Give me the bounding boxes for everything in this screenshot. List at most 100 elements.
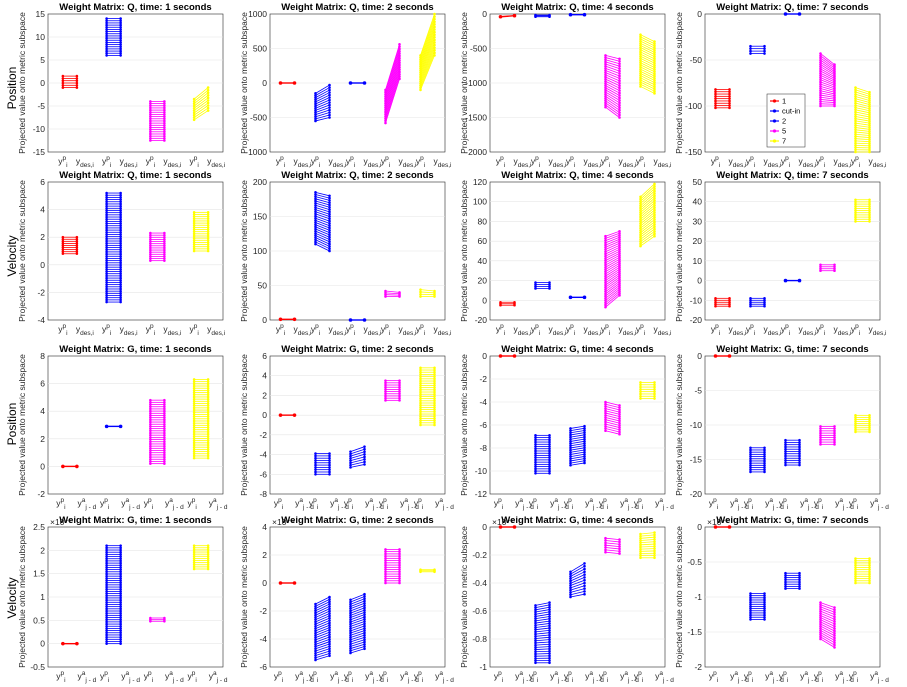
x-tick-label-pair: ypi ydes,i: [601, 323, 637, 337]
data-point: [192, 391, 196, 394]
data-point: [163, 429, 166, 433]
data-point: [583, 431, 586, 434]
data-point: [75, 244, 79, 247]
data-point: [819, 605, 822, 609]
x-tick-label: ypi: [414, 670, 423, 684]
data-point: [384, 383, 387, 387]
data-point: [728, 88, 731, 91]
data-point: [653, 55, 656, 58]
data-point: [604, 422, 607, 426]
series-group-1: [749, 297, 766, 308]
x-tick-label-pair: ypi ydes,i: [102, 155, 138, 169]
data-point: [784, 585, 787, 588]
data-point: [419, 417, 422, 420]
x-tick-label-pair: ypi ydes,i: [346, 155, 382, 169]
data-line: [855, 140, 870, 143]
data-point: [583, 457, 586, 460]
data-point: [314, 647, 317, 651]
data-point: [604, 263, 607, 267]
data-point: [819, 263, 822, 267]
data-point: [534, 648, 537, 651]
data-point: [604, 425, 607, 428]
data-point: [653, 92, 656, 95]
series-group-2: [349, 445, 366, 469]
data-point: [604, 79, 607, 83]
data-point: [398, 557, 401, 560]
data-point: [604, 54, 607, 57]
x-tick-label-pair: ypi ydes,i: [146, 155, 182, 169]
data-line: [535, 611, 550, 615]
data-point: [854, 570, 857, 574]
data-point: [714, 300, 717, 304]
data-point: [105, 287, 108, 291]
data-line: [820, 621, 835, 629]
x-tick-label: ypi: [531, 155, 540, 169]
data-point: [192, 111, 196, 115]
data-point: [292, 581, 297, 585]
data-point: [604, 550, 607, 554]
data-point: [75, 246, 79, 249]
legend-label: 2: [782, 117, 786, 126]
data-point: [653, 53, 656, 56]
data-line: [855, 129, 870, 132]
data-line: [535, 606, 550, 611]
data-point: [618, 404, 621, 407]
data-point: [328, 196, 331, 200]
data-point: [763, 459, 766, 463]
data-point: [192, 563, 196, 567]
data-point: [206, 223, 210, 227]
data-point: [119, 581, 122, 584]
x-tick-label-pair: ypi ydes,i: [531, 155, 567, 169]
data-point: [384, 388, 387, 391]
data-point: [119, 268, 122, 271]
data-point: [798, 438, 801, 442]
data-line: [855, 116, 870, 120]
data-point: [618, 270, 621, 273]
data-point: [105, 548, 108, 552]
data-line: [350, 627, 365, 634]
y-tick-label: -8: [479, 443, 487, 453]
data-point: [569, 595, 572, 599]
series-group-3: [819, 52, 836, 108]
data-point: [868, 115, 871, 119]
data-point: [328, 619, 331, 622]
data-point: [749, 47, 752, 50]
data-point: [206, 395, 210, 399]
data-point: [105, 285, 108, 289]
data-point: [419, 375, 422, 378]
data-point: [192, 404, 196, 407]
data-point: [639, 35, 642, 39]
data-point: [548, 440, 551, 444]
data-line: [385, 53, 400, 99]
data-point: [149, 126, 152, 129]
data-point: [328, 219, 331, 223]
data-point: [192, 410, 196, 414]
data-point: [314, 640, 317, 644]
data-point: [119, 239, 122, 243]
data-point: [604, 285, 607, 289]
data-point: [618, 62, 621, 66]
data-point: [639, 235, 642, 239]
data-point: [833, 429, 836, 433]
data-point: [119, 213, 122, 217]
data-point: [433, 414, 436, 418]
data-point: [833, 639, 836, 642]
data-point: [119, 34, 122, 38]
data-point: [868, 418, 871, 421]
data-point: [819, 616, 822, 619]
data-point: [119, 30, 122, 33]
data-line: [640, 58, 655, 66]
data-point: [149, 422, 152, 426]
data-point: [119, 596, 122, 600]
data-point: [149, 259, 152, 262]
data-point: [119, 585, 122, 589]
data-point: [119, 583, 122, 587]
data-line: [315, 209, 330, 215]
x-tick-label: yaj - d: [835, 670, 854, 684]
data-line: [193, 107, 209, 118]
data-point: [639, 85, 642, 88]
series-group-3: [819, 601, 836, 649]
subplot-title: Weight Matrix: Q, time: 2 seconds: [281, 170, 433, 181]
data-point: [763, 607, 766, 610]
x-tick-label: ypi: [814, 670, 823, 684]
